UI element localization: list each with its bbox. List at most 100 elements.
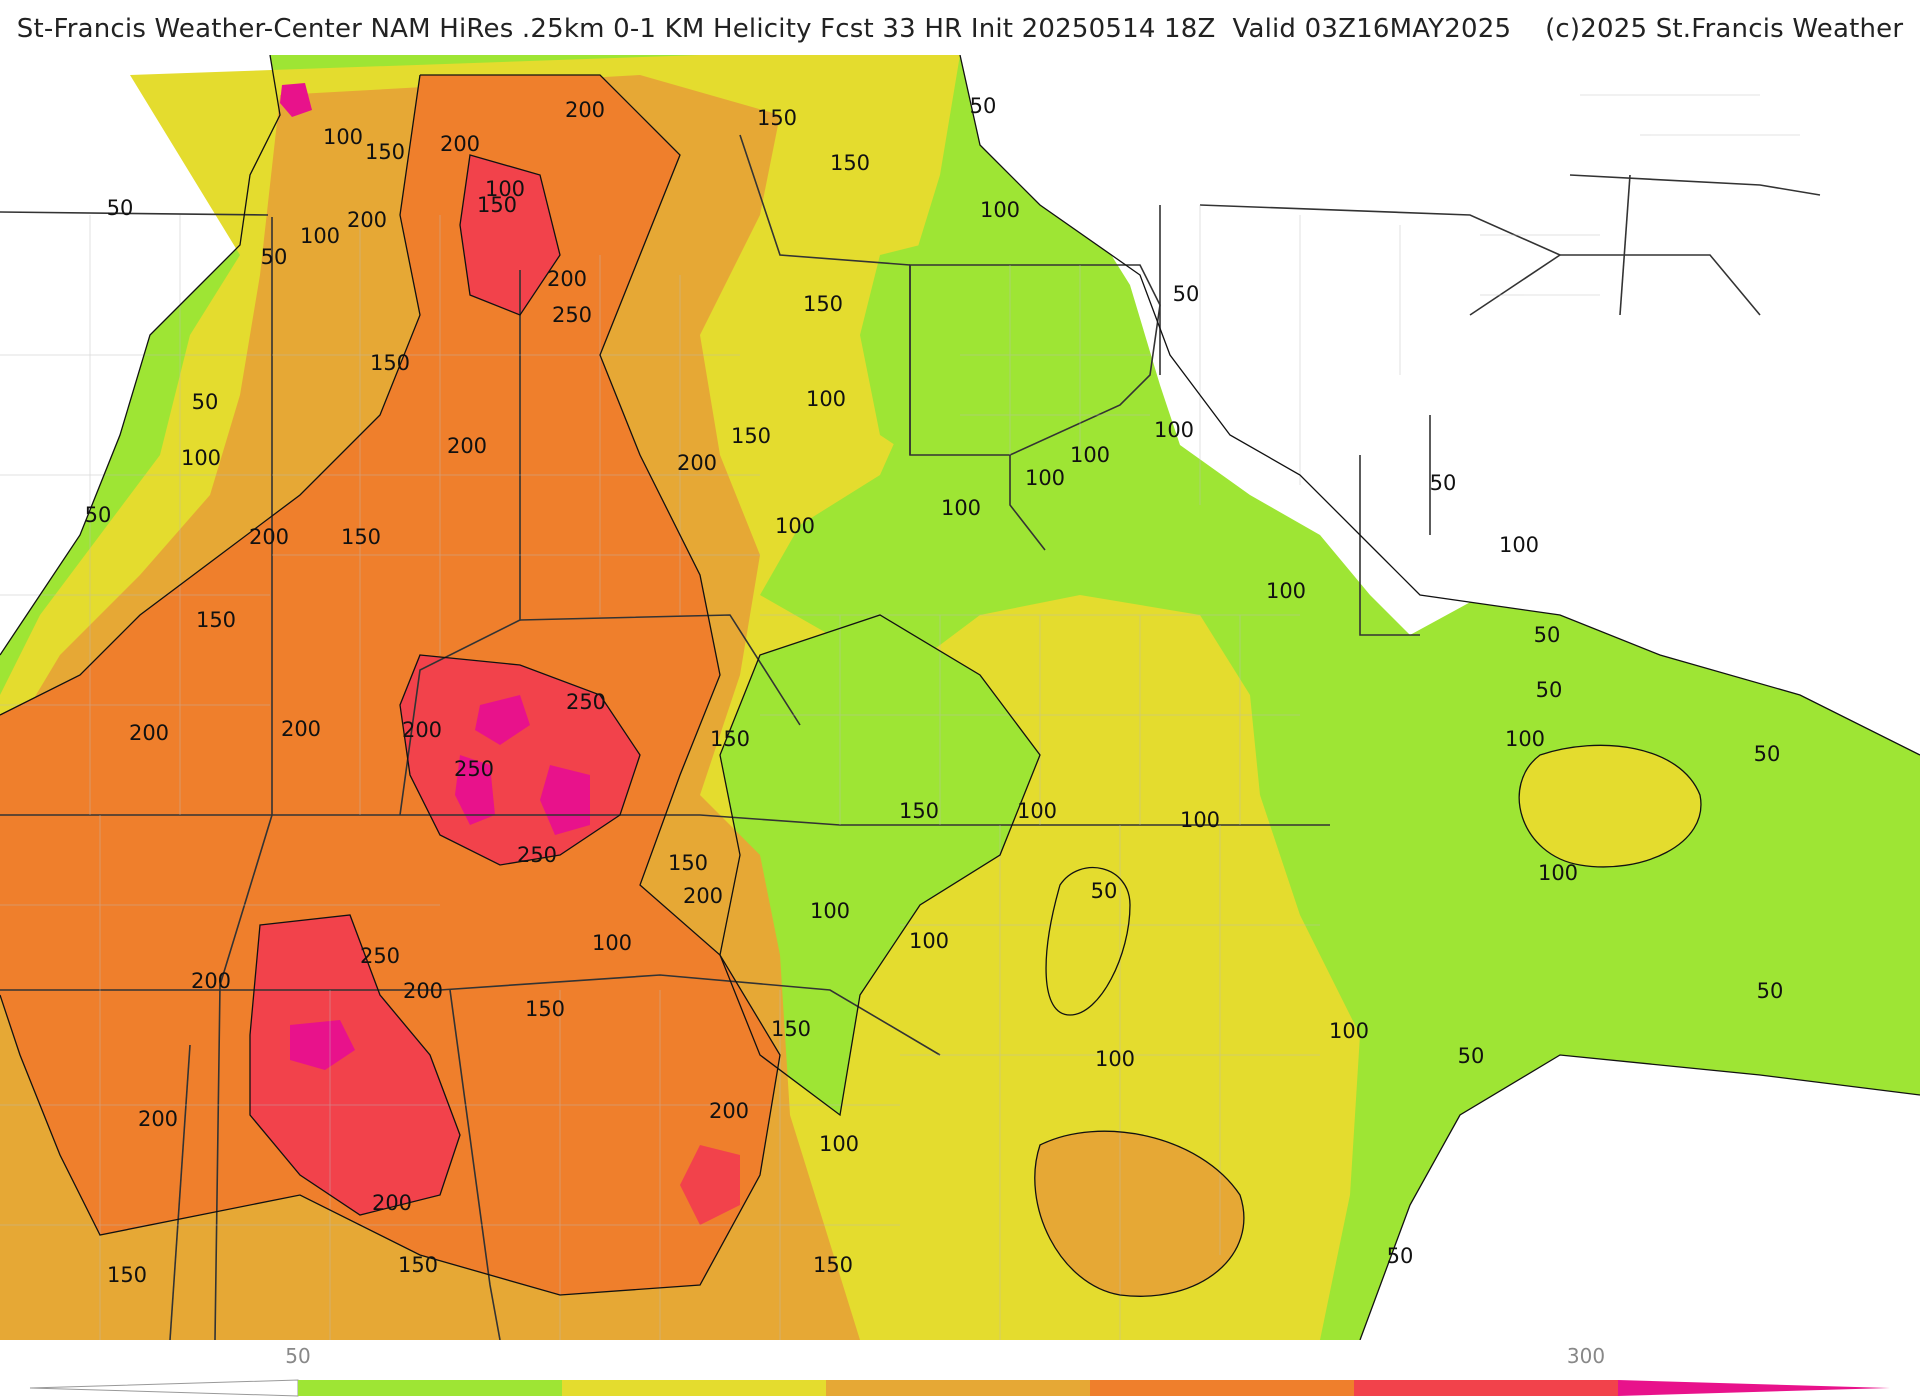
contour-label: 100 bbox=[775, 514, 815, 538]
contour-label: 100 bbox=[300, 224, 340, 248]
contour-label: 150 bbox=[365, 140, 405, 164]
contour-label: 100 bbox=[909, 929, 949, 953]
contour-label: 100 bbox=[323, 125, 363, 149]
contour-label: 50 bbox=[970, 94, 997, 118]
contour-label: 50 bbox=[107, 196, 134, 220]
contour-label: 200 bbox=[709, 1099, 749, 1123]
contour-label: 100 bbox=[980, 198, 1020, 222]
helicity-100-offshore bbox=[1519, 745, 1701, 867]
contour-label: 50 bbox=[1091, 879, 1118, 903]
contour-label: 150 bbox=[398, 1253, 438, 1277]
contour-label: 250 bbox=[454, 757, 494, 781]
colorbar-high-arrow bbox=[1618, 1380, 1890, 1396]
county-borders bbox=[0, 94, 1800, 1340]
contour-label: 50 bbox=[261, 245, 288, 269]
contour-label: 100 bbox=[181, 446, 221, 470]
contour-label: 150 bbox=[899, 799, 939, 823]
helicity-250-south bbox=[680, 1145, 740, 1225]
contour-label: 150 bbox=[757, 106, 797, 130]
contour-label: 200 bbox=[402, 718, 442, 742]
helicity-300-north bbox=[280, 83, 312, 117]
contour-label: 150 bbox=[341, 525, 381, 549]
contour-label: 200 bbox=[440, 132, 480, 156]
contour-label: 100 bbox=[1329, 1019, 1369, 1043]
contour-label: 50 bbox=[1458, 1044, 1485, 1068]
colorbar-bin-50 bbox=[298, 1380, 562, 1396]
contour-label: 100 bbox=[819, 1132, 859, 1156]
contour-label: 250 bbox=[360, 944, 400, 968]
helicity-250-north bbox=[460, 155, 560, 315]
contour-label: 200 bbox=[281, 717, 321, 741]
contour-label: 200 bbox=[249, 525, 289, 549]
colorbar-bin-100 bbox=[562, 1380, 826, 1396]
contour-label: 150 bbox=[668, 851, 708, 875]
contour-label: 50 bbox=[1754, 742, 1781, 766]
helicity-300-central-b bbox=[455, 755, 495, 825]
contour-label: 200 bbox=[129, 721, 169, 745]
contour-label: 200 bbox=[565, 98, 605, 122]
contour-label: 150 bbox=[196, 608, 236, 632]
helicity-300-central-c bbox=[540, 765, 590, 835]
contour-label: 150 bbox=[731, 424, 771, 448]
contour-label: 100 bbox=[1180, 808, 1220, 832]
map-title: St-Francis Weather-Center NAM HiRes .25k… bbox=[16, 14, 1904, 44]
contour-label: 50 bbox=[192, 390, 219, 414]
contour-label: 100 bbox=[485, 177, 525, 201]
colorbar-bin-250 bbox=[1354, 1380, 1618, 1396]
colorbar-tick-50: 50 bbox=[285, 1344, 310, 1368]
contour-label: 150 bbox=[771, 1017, 811, 1041]
contour-label: 250 bbox=[517, 843, 557, 867]
contour-label: 50 bbox=[1534, 623, 1561, 647]
contour-label: 100 bbox=[1505, 727, 1545, 751]
contour-label: 100 bbox=[941, 496, 981, 520]
contour-lines bbox=[0, 55, 1920, 1340]
contour-label: 50 bbox=[1430, 471, 1457, 495]
colorbar-bin-150 bbox=[826, 1380, 1090, 1396]
contour-label: 150 bbox=[525, 997, 565, 1021]
contour-label: 150 bbox=[830, 151, 870, 175]
colorbar-tick-300: 300 bbox=[1567, 1344, 1605, 1368]
contour-label: 50 bbox=[1387, 1244, 1414, 1268]
contour-label: 50 bbox=[1757, 979, 1784, 1003]
contour-label: 100 bbox=[592, 931, 632, 955]
contour-label: 200 bbox=[403, 979, 443, 1003]
colorbar-bin-200 bbox=[1090, 1380, 1354, 1396]
contour-label: 100 bbox=[1095, 1047, 1135, 1071]
helicity-150-southeast bbox=[1034, 1131, 1244, 1297]
contour-label: 200 bbox=[191, 969, 231, 993]
contour-label: 200 bbox=[372, 1191, 412, 1215]
helicity-50-hole-1 bbox=[720, 615, 1040, 1115]
helicity-300-central-a bbox=[475, 695, 530, 745]
contour-label: 100 bbox=[1025, 466, 1065, 490]
contour-label: 200 bbox=[447, 434, 487, 458]
contour-label: 200 bbox=[138, 1107, 178, 1131]
contour-label: 100 bbox=[810, 899, 850, 923]
contour-label: 200 bbox=[683, 884, 723, 908]
contour-label: 250 bbox=[552, 303, 592, 327]
contour-label: 200 bbox=[347, 208, 387, 232]
contour-label: 50 bbox=[1536, 678, 1563, 702]
contour-label: 250 bbox=[566, 690, 606, 714]
contour-label: 100 bbox=[1017, 799, 1057, 823]
colorbar-low-arrow bbox=[29, 1379, 299, 1397]
contour-label: 200 bbox=[547, 267, 587, 291]
contour-label: 150 bbox=[107, 1263, 147, 1287]
contour-label: 50 bbox=[85, 503, 112, 527]
contour-label: 150 bbox=[710, 727, 750, 751]
contour-label: 150 bbox=[370, 351, 410, 375]
contour-label: 100 bbox=[1499, 533, 1539, 557]
contour-label: 200 bbox=[677, 451, 717, 475]
contour-label: 100 bbox=[1070, 443, 1110, 467]
contour-label: 150 bbox=[813, 1253, 853, 1277]
contour-label: 50 bbox=[1173, 282, 1200, 306]
contour-label: 100 bbox=[1266, 579, 1306, 603]
contour-label: 100 bbox=[1538, 861, 1578, 885]
contour-label: 100 bbox=[1154, 418, 1194, 442]
helicity-300-southwest bbox=[290, 1020, 355, 1070]
contour-label: 100 bbox=[806, 387, 846, 411]
contour-label: 150 bbox=[803, 292, 843, 316]
colorbar: 50 300 bbox=[29, 1344, 1890, 1397]
contour-label: 150 bbox=[477, 193, 517, 217]
